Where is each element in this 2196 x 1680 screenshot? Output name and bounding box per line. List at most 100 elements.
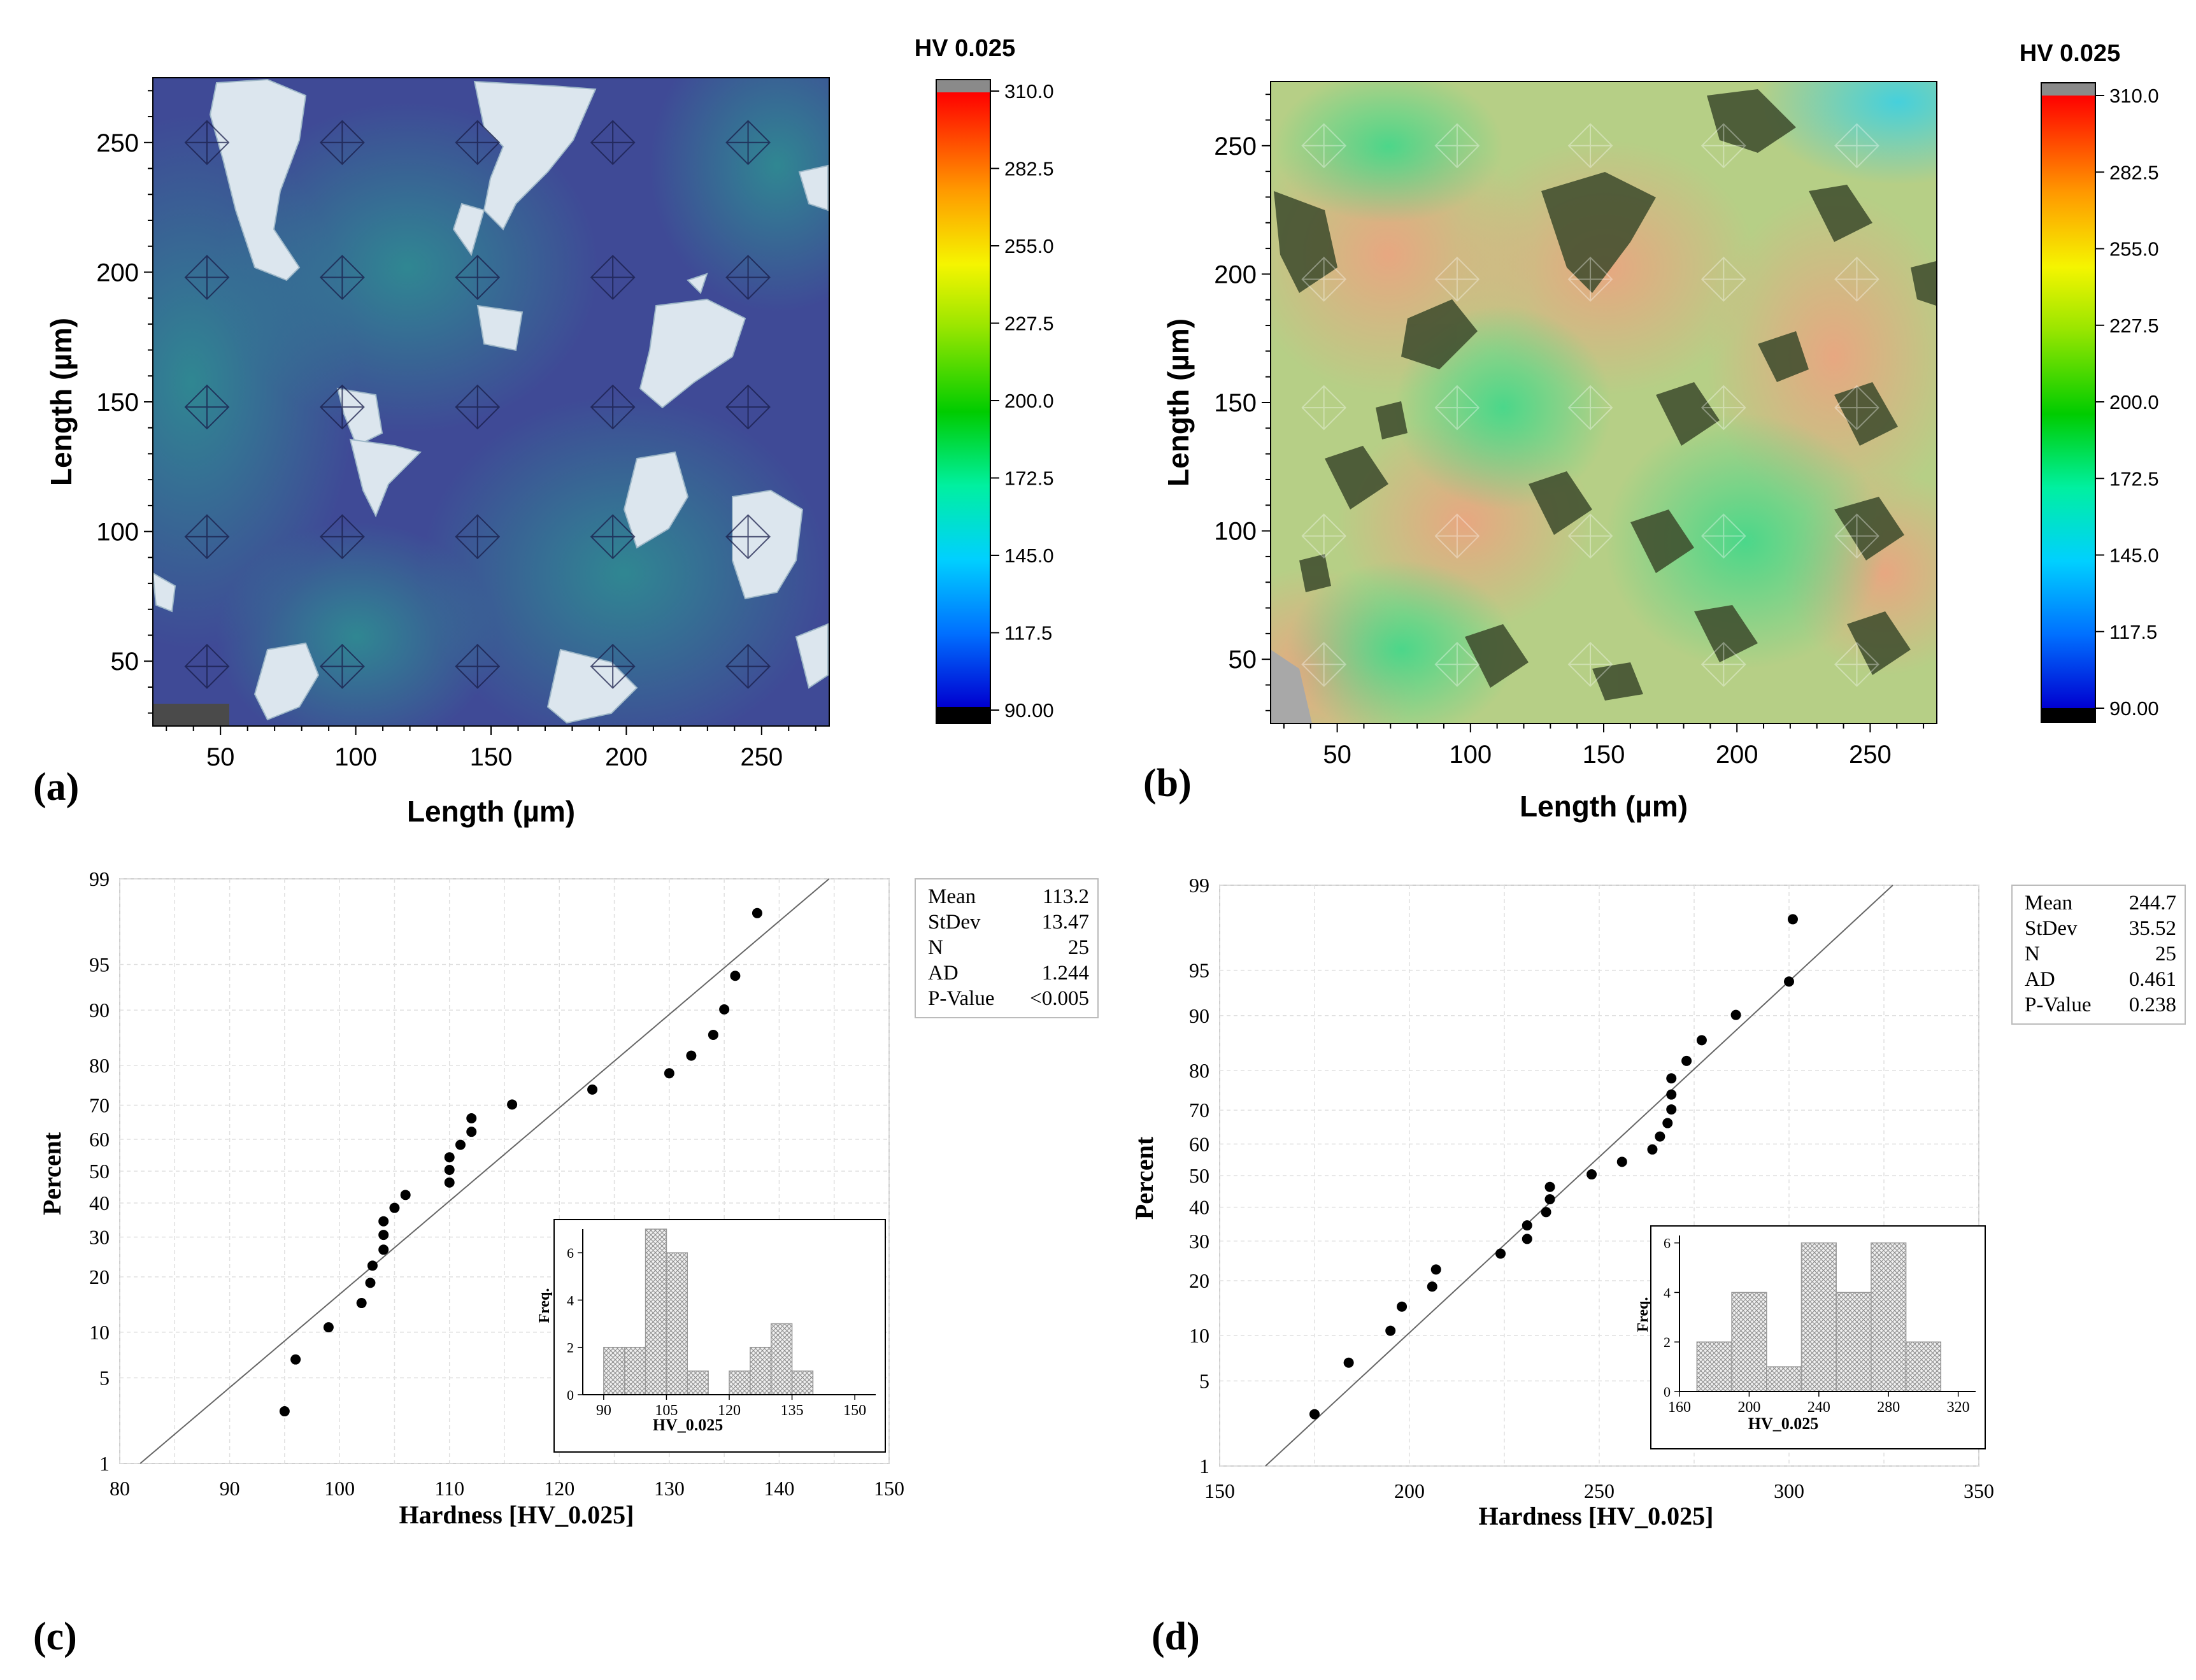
indent-mark xyxy=(1434,385,1480,431)
data-point xyxy=(1696,1035,1707,1046)
data-point xyxy=(356,1298,367,1309)
y-tick-label: 10 xyxy=(1189,1324,1209,1347)
y-tick-label: 50 xyxy=(111,648,139,676)
stat-value: 1.244 xyxy=(1042,962,1089,985)
colorbar-tick-label: 200.0 xyxy=(2109,391,2159,413)
colorbar-tick-label: 255.0 xyxy=(1004,235,1054,257)
map-b-field xyxy=(1271,82,1937,723)
colorbar-b-ticks: 310.0 282.5 255.0 227.5 200.0 172.5 145.0 117.5… xyxy=(2095,85,2159,720)
y-tick-label: 200 xyxy=(96,259,139,287)
indent-mark xyxy=(184,120,230,166)
indent-mark xyxy=(455,643,501,689)
indent-mark xyxy=(1434,641,1480,687)
x-tick-label: 130 xyxy=(654,1477,685,1500)
inset-y-tick-label: 6 xyxy=(567,1245,574,1261)
x-tick-label: 250 xyxy=(1584,1479,1615,1502)
map-b-pores xyxy=(1274,89,1936,701)
indent-mark xyxy=(319,643,365,689)
data-point xyxy=(444,1165,455,1176)
data-point xyxy=(1586,1169,1597,1180)
colorbar-tick-label: 90.00 xyxy=(1004,699,1054,722)
x-tick-label: 100 xyxy=(334,743,377,771)
indent-mark xyxy=(1700,257,1746,302)
data-point xyxy=(1681,1055,1692,1066)
inset-y-tick-label: 4 xyxy=(567,1292,574,1308)
indent-mark xyxy=(184,643,230,689)
x-tick-label: 90 xyxy=(220,1477,240,1500)
y-tick-label: 50 xyxy=(1229,646,1257,674)
data-point xyxy=(455,1139,466,1150)
indent-mark xyxy=(1834,641,1879,687)
indent-mark xyxy=(1834,513,1879,559)
data-point xyxy=(1787,914,1798,925)
stat-label: AD xyxy=(928,962,959,985)
indent-mark xyxy=(319,514,365,560)
y-tick-label: 90 xyxy=(1189,1004,1209,1027)
y-tick-label: 80 xyxy=(1189,1059,1209,1082)
inset-c-ylabel: Freq. xyxy=(536,1288,553,1323)
x-tick-label: 110 xyxy=(434,1477,464,1500)
colorbar-tick-label: 117.5 xyxy=(2109,621,2157,643)
histogram-bar xyxy=(791,1370,814,1395)
stat-label: P-Value xyxy=(2025,993,2091,1016)
data-point xyxy=(664,1068,674,1079)
indent-mark xyxy=(725,120,771,166)
histogram-bar xyxy=(603,1346,625,1395)
stat-label: AD xyxy=(2025,968,2055,991)
y-tick-label: 20 xyxy=(89,1265,110,1288)
data-point xyxy=(686,1050,697,1061)
colorbar-tick-label: 282.5 xyxy=(2109,161,2159,183)
stat-label: StDev xyxy=(928,911,981,934)
y-tick-label: 100 xyxy=(1214,518,1257,546)
data-point xyxy=(1662,1118,1673,1128)
histogram-bar xyxy=(1731,1292,1767,1392)
map-b-xlabel: Length (µm) xyxy=(1520,790,1688,823)
data-point xyxy=(466,1127,477,1137)
data-point xyxy=(730,971,741,981)
inset-x-tick-label: 320 xyxy=(1947,1399,1970,1416)
data-point xyxy=(1430,1264,1441,1275)
indent-mark xyxy=(1301,513,1347,559)
x-tick-label: 150 xyxy=(470,743,513,771)
data-point xyxy=(466,1113,477,1124)
y-tick-label: 40 xyxy=(1189,1196,1209,1219)
x-tick-label: 150 xyxy=(1204,1479,1235,1502)
stat-value: 35.52 xyxy=(2129,917,2176,940)
map-a-field xyxy=(153,78,829,726)
inset-x-tick-label: 120 xyxy=(718,1402,741,1419)
indent-mark xyxy=(455,255,501,300)
colorbar-tick-label: 172.5 xyxy=(1004,467,1054,490)
y-tick-label: 30 xyxy=(89,1225,110,1248)
indent-mark xyxy=(1301,641,1347,687)
y-tick-label: 10 xyxy=(89,1321,110,1344)
data-point xyxy=(1666,1073,1677,1084)
stat-value: 244.7 xyxy=(2129,892,2176,915)
indent-mark xyxy=(1834,385,1879,431)
indent-mark xyxy=(1301,385,1347,431)
data-point xyxy=(378,1230,389,1241)
y-tick-label: 50 xyxy=(1189,1164,1209,1187)
stat-value: 25 xyxy=(2155,943,2176,965)
histogram-bar xyxy=(666,1252,688,1395)
indent-mark xyxy=(590,514,636,560)
data-point xyxy=(378,1244,389,1255)
data-point xyxy=(1666,1089,1677,1100)
plot-d-ylabel: Percent xyxy=(1130,1136,1159,1220)
indent-mark xyxy=(319,255,365,300)
plot-d-xlabel: Hardness [HV_0.025] xyxy=(1479,1502,1714,1530)
histogram-bar xyxy=(1696,1341,1732,1392)
x-tick-label: 250 xyxy=(740,743,783,771)
indent-mark xyxy=(590,643,636,689)
indent-mark xyxy=(590,255,636,300)
data-point xyxy=(1541,1207,1551,1218)
stat-label: Mean xyxy=(928,885,976,908)
data-point xyxy=(1397,1301,1408,1312)
histogram-bar xyxy=(645,1228,667,1395)
plot-c-ylabel: Percent xyxy=(38,1132,66,1215)
x-tick-label: 80 xyxy=(110,1477,130,1500)
stat-label: StDev xyxy=(2025,917,2078,940)
plot-c-xlabel: Hardness [HV_0.025] xyxy=(399,1500,634,1529)
inset-y-tick-label: 0 xyxy=(1664,1384,1671,1400)
colorbar-tick-label: 310.0 xyxy=(2109,85,2159,107)
y-tick-label: 1 xyxy=(99,1452,110,1475)
